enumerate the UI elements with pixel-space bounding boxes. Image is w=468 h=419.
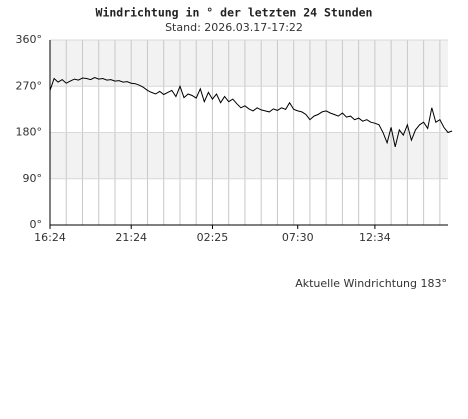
x-tick-label: 21:24 [115, 231, 147, 244]
grid-band [50, 132, 448, 179]
chart-subtitle: Stand: 2026.03.17-17:22 [165, 21, 303, 34]
chart-title: Windrichtung in ° der letzten 24 Stunden [96, 6, 373, 20]
data-line [49, 76, 453, 148]
x-tick-label: 12:34 [359, 231, 391, 244]
y-tick-label: 90° [23, 172, 43, 185]
y-tick-label: 360° [16, 33, 43, 46]
annotation: Aktuelle Windrichtung 183° [295, 277, 447, 290]
x-tick-label: 02:25 [197, 231, 229, 244]
x-tick-label: 16:24 [34, 231, 66, 244]
y-tick-label: 270° [16, 79, 43, 92]
y-tick-label: 180° [16, 126, 43, 139]
y-tick-label: 0° [30, 218, 43, 231]
x-tick-label: 07:30 [282, 231, 314, 244]
grid-band [50, 40, 448, 87]
